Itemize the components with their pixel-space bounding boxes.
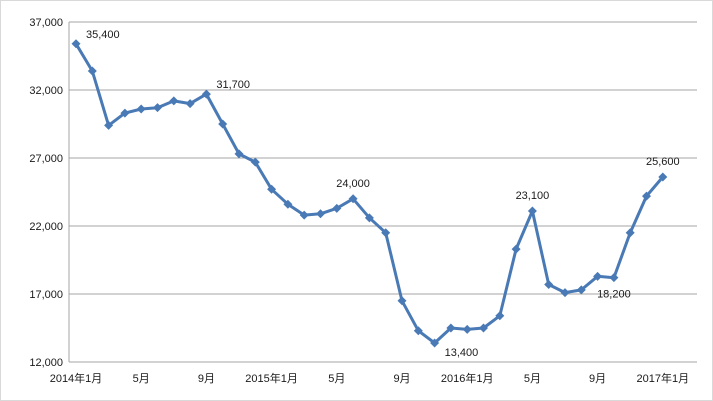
x-tick-label: 2014年1月 <box>50 371 103 385</box>
data-point <box>364 213 374 223</box>
x-tick-label: 9月 <box>393 373 410 385</box>
data-point <box>316 209 325 219</box>
y-axis-tick-labels: 12,000 17,000 22,000 27,000 32,000 37,000 <box>29 17 63 369</box>
data-label: 13,400 <box>445 347 479 359</box>
data-point <box>609 273 619 283</box>
data-point <box>576 285 586 295</box>
data-label: 31,700 <box>216 79 250 91</box>
data-point <box>250 157 260 167</box>
data-point <box>348 194 358 204</box>
data-point <box>381 228 391 238</box>
data-point <box>169 96 179 106</box>
y-tick-label: 22,000 <box>29 221 63 233</box>
data-point <box>413 326 423 336</box>
x-axis-tick-labels: 2014年1月 5月 9月 2015年1月 5月 9月 2016年1月 5月 9月 2017年1月 <box>50 371 689 385</box>
data-point <box>332 203 342 213</box>
data-point <box>397 296 407 306</box>
data-label: 18,200 <box>597 289 631 301</box>
y-tick-label: 12,000 <box>29 357 63 369</box>
data-point <box>495 311 505 321</box>
data-point <box>299 210 309 220</box>
gridlines <box>68 21 697 363</box>
data-point <box>625 228 635 238</box>
data-point <box>658 172 668 182</box>
data-point <box>479 323 488 333</box>
data-point <box>593 271 603 281</box>
data-point <box>218 119 228 129</box>
data-point <box>201 89 211 99</box>
x-tick-label: 2017年1月 <box>637 371 690 385</box>
data-label: 35,400 <box>86 29 120 41</box>
data-point <box>560 288 570 298</box>
data-point <box>185 99 195 109</box>
y-tick-label: 37,000 <box>29 17 63 29</box>
x-tick-label: 9月 <box>198 373 215 385</box>
series <box>71 39 668 348</box>
data-point <box>446 323 456 333</box>
data-labels: 35,400 31,700 24,000 13,400 23,100 18,200 25,6… <box>86 29 680 359</box>
x-tick-label: 5月 <box>133 373 150 385</box>
data-point <box>511 244 521 254</box>
x-tick-label: 2015年1月 <box>245 371 298 385</box>
data-point <box>234 149 244 159</box>
data-label: 23,100 <box>516 190 550 202</box>
x-tick-label: 5月 <box>524 373 541 385</box>
data-point <box>642 191 651 201</box>
x-tick-label: 5月 <box>328 373 345 385</box>
data-point <box>527 206 537 216</box>
series-line <box>74 43 664 345</box>
data-point <box>153 103 162 113</box>
data-label: 24,000 <box>336 178 370 190</box>
y-tick-label: 27,000 <box>29 153 63 165</box>
data-point <box>430 338 440 348</box>
y-tick-label: 17,000 <box>29 289 63 301</box>
data-point <box>283 199 293 209</box>
data-point <box>71 39 81 49</box>
data-point <box>104 120 114 130</box>
data-point <box>136 104 146 114</box>
data-point <box>462 324 472 334</box>
data-point <box>544 279 554 289</box>
x-tick-label: 9月 <box>589 373 606 385</box>
x-tick-label: 2016年1月 <box>441 371 494 385</box>
data-point <box>267 184 277 194</box>
data-point <box>87 66 97 76</box>
y-tick-label: 32,000 <box>29 85 63 97</box>
data-point <box>120 108 130 118</box>
data-label: 25,600 <box>646 156 680 168</box>
